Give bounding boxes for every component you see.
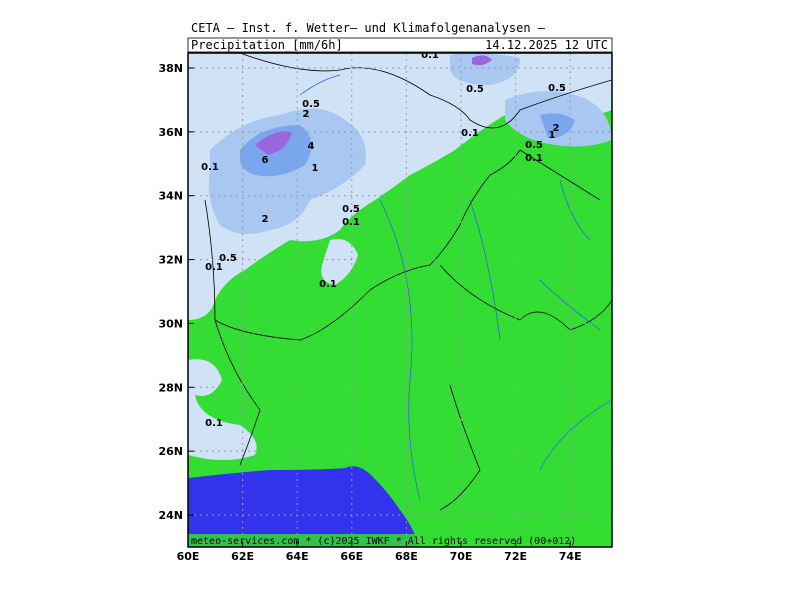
lat-tick-label: 34N — [158, 190, 183, 203]
lon-tick-label: 66E — [340, 550, 363, 563]
contour-label: 0.1 — [201, 162, 219, 173]
lon-tick-label: 60E — [177, 550, 200, 563]
lat-tick-label: 36N — [158, 126, 183, 139]
contour-label: 0.5 — [219, 253, 237, 264]
contour-label: 4 — [308, 141, 315, 152]
axis-ticks: 60E 62E 64E 66E 68E 70E 72E 74E 38N 36N 34N 32N 30N 2… — [158, 62, 581, 563]
rivers — [299, 74, 612, 501]
contour-label: 0.1 — [461, 128, 479, 139]
lon-tick-label: 62E — [231, 550, 254, 563]
valid-time: 14.12.2025 12 UTC — [485, 38, 608, 52]
contour-label: 1 — [312, 163, 319, 174]
lon-tick-label: 70E — [450, 550, 473, 563]
contour-label: 0.5 — [525, 140, 543, 151]
product: Precipitation_[mm/6h] — [191, 38, 343, 52]
lon-tick-label: 74E — [559, 550, 582, 563]
contour-label: 2 — [303, 109, 310, 120]
sea — [188, 466, 420, 547]
contour-label: 0.1 — [205, 262, 223, 273]
contour-label: 1 — [549, 130, 556, 141]
contour-label: 0.5 — [548, 83, 566, 94]
borders — [204, 53, 612, 511]
contour-label: 0.1 — [421, 50, 439, 61]
lat-tick-label: 30N — [158, 317, 183, 330]
lon-tick-label: 64E — [286, 550, 309, 563]
lat-tick-label: 32N — [158, 254, 183, 267]
contour-label: 0.1 — [525, 153, 543, 164]
contour-label: 0.1 — [342, 217, 360, 228]
precip-0.5 — [450, 53, 520, 85]
contour-label: 0.5 — [342, 204, 360, 215]
contour-label: 2 — [553, 123, 560, 134]
contour-label: 0.1 — [319, 279, 337, 290]
info-bar — [187, 37, 613, 53]
frame — [187, 52, 613, 548]
lon-tick-label: 72E — [504, 550, 527, 563]
footer: meteo-services.com * (c)2025 IWKF * All … — [191, 536, 576, 547]
precip-0.1 — [188, 359, 257, 460]
footer-bar — [188, 534, 612, 547]
lat-tick-label: 26N — [158, 445, 183, 458]
precip-6 — [255, 131, 292, 155]
contour-label: 0.5 — [466, 84, 484, 95]
lat-tick-label: 28N — [158, 381, 183, 394]
lon-tick-label: 68E — [395, 550, 418, 563]
contour-label: 0.1 — [205, 418, 223, 429]
contour-label: 6 — [262, 155, 269, 166]
contour-label: 2 — [262, 214, 269, 225]
lat-tick-label: 24N — [158, 509, 183, 522]
lat-tick-label: 38N — [158, 62, 183, 75]
title: CETA — Inst. f. Wetter— und Klimafolgena… — [191, 21, 546, 35]
precip-0.1 — [321, 239, 358, 285]
precip-6 — [472, 55, 492, 66]
contour-label: 0.5 — [302, 99, 320, 110]
graticule — [188, 53, 612, 547]
